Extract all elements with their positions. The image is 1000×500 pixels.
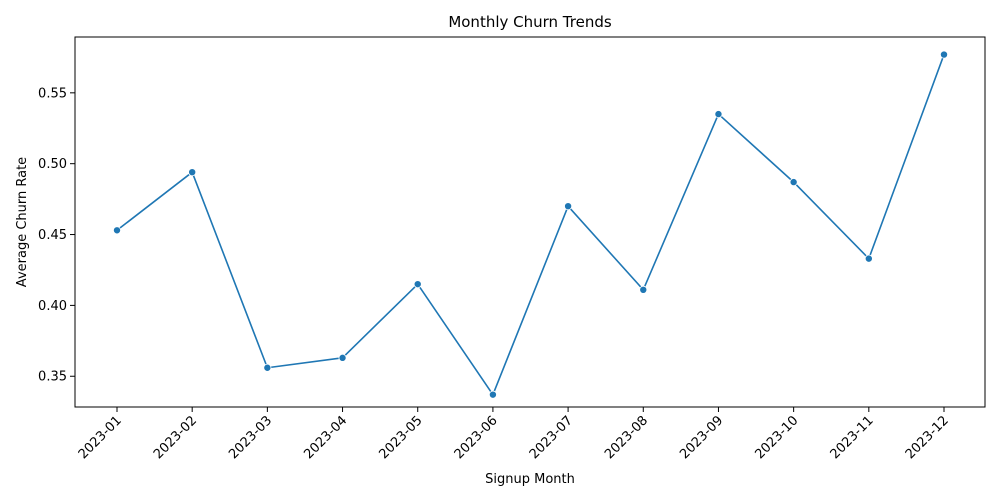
data-point — [413, 280, 422, 289]
y-tick-label: 0.40 — [38, 299, 67, 314]
data-point — [714, 110, 723, 119]
data-point — [940, 50, 949, 59]
data-point — [113, 226, 122, 235]
y-tick-label: 0.35 — [38, 370, 67, 385]
series-line — [116, 54, 945, 396]
y-axis-title: Average Churn Rate — [15, 157, 30, 287]
x-axis-title: Signup Month — [485, 472, 575, 487]
y-tick-label: 0.45 — [38, 228, 67, 243]
data-point — [864, 254, 873, 263]
data-point — [188, 168, 197, 177]
data-point — [338, 353, 347, 362]
data-point — [639, 285, 648, 294]
data-point — [564, 202, 573, 211]
y-tick-label: 0.50 — [38, 157, 67, 172]
data-point — [263, 363, 272, 372]
chart-title: Monthly Churn Trends — [448, 13, 612, 31]
data-point — [789, 178, 798, 187]
data-point — [488, 390, 497, 399]
plot-frame — [74, 36, 986, 408]
y-tick-label: 0.55 — [38, 86, 67, 101]
